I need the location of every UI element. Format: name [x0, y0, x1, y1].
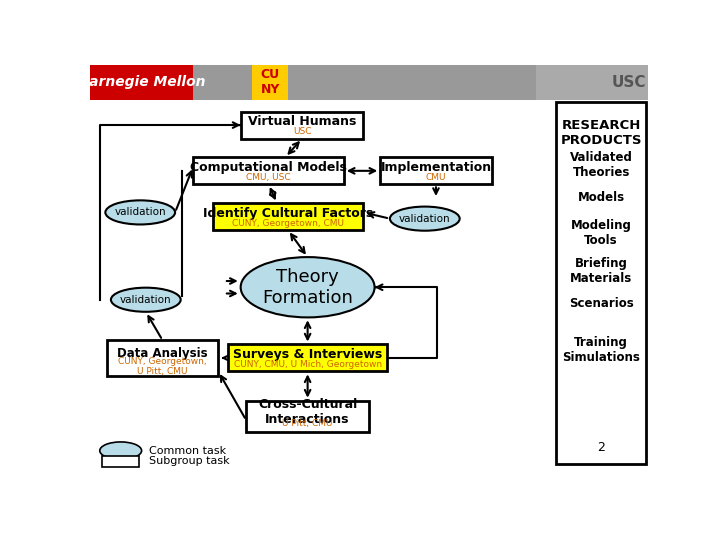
Text: CMU: CMU — [426, 173, 446, 182]
Text: Carnegie Mellon: Carnegie Mellon — [78, 76, 205, 90]
Text: Models: Models — [577, 191, 625, 204]
Text: USC: USC — [293, 127, 311, 136]
Text: Identify Cultural Factors: Identify Cultural Factors — [203, 207, 373, 220]
Text: validation: validation — [114, 207, 166, 218]
Bar — [193, 157, 344, 184]
Bar — [556, 102, 647, 464]
Bar — [246, 401, 369, 432]
Text: CUNY, CMU, U Mich, Georgetown: CUNY, CMU, U Mich, Georgetown — [233, 360, 382, 369]
Bar — [193, 65, 536, 100]
Ellipse shape — [240, 257, 374, 318]
Text: Subgroup task: Subgroup task — [148, 456, 229, 467]
Text: Theory
Formation: Theory Formation — [262, 268, 353, 307]
Bar — [240, 112, 364, 139]
Bar — [107, 340, 218, 376]
Text: RESEARCH
PRODUCTS: RESEARCH PRODUCTS — [560, 119, 642, 147]
Text: Data Analysis: Data Analysis — [117, 347, 208, 360]
Text: Implementation: Implementation — [380, 161, 492, 174]
Text: Validated
Theories: Validated Theories — [570, 151, 633, 179]
Text: Scenarios: Scenarios — [569, 298, 634, 310]
Text: Virtual Humans: Virtual Humans — [248, 116, 356, 129]
Text: Training
Simulations: Training Simulations — [562, 336, 640, 363]
Bar — [536, 65, 648, 100]
Text: CMU, USC: CMU, USC — [246, 173, 291, 182]
Text: Cross-Cultural
Interactions: Cross-Cultural Interactions — [258, 399, 357, 427]
Text: USC: USC — [611, 75, 646, 90]
Text: validation: validation — [399, 214, 451, 224]
Bar — [380, 157, 492, 184]
Text: 2: 2 — [597, 441, 605, 454]
Ellipse shape — [105, 200, 175, 225]
Bar — [102, 456, 138, 467]
Text: validation: validation — [120, 295, 171, 305]
Text: Modeling
Tools: Modeling Tools — [571, 219, 631, 247]
Text: CU
NY: CU NY — [261, 69, 280, 97]
Text: Common task: Common task — [148, 446, 225, 456]
Text: CUNY, Georgetown,
U Pitt, CMU: CUNY, Georgetown, U Pitt, CMU — [118, 357, 207, 376]
Text: CUNY, Georgetown, CMU: CUNY, Georgetown, CMU — [232, 219, 344, 228]
Ellipse shape — [111, 288, 181, 312]
Text: Surveys & Interviews: Surveys & Interviews — [233, 348, 382, 361]
Text: Briefing
Materials: Briefing Materials — [570, 256, 632, 285]
Ellipse shape — [390, 207, 459, 231]
Bar — [252, 65, 288, 100]
Bar — [213, 203, 364, 230]
Bar — [228, 345, 387, 372]
Bar — [90, 65, 193, 100]
Text: U Pitt, CMU: U Pitt, CMU — [282, 420, 333, 428]
Text: Computational Models: Computational Models — [190, 161, 347, 174]
Ellipse shape — [100, 442, 142, 460]
